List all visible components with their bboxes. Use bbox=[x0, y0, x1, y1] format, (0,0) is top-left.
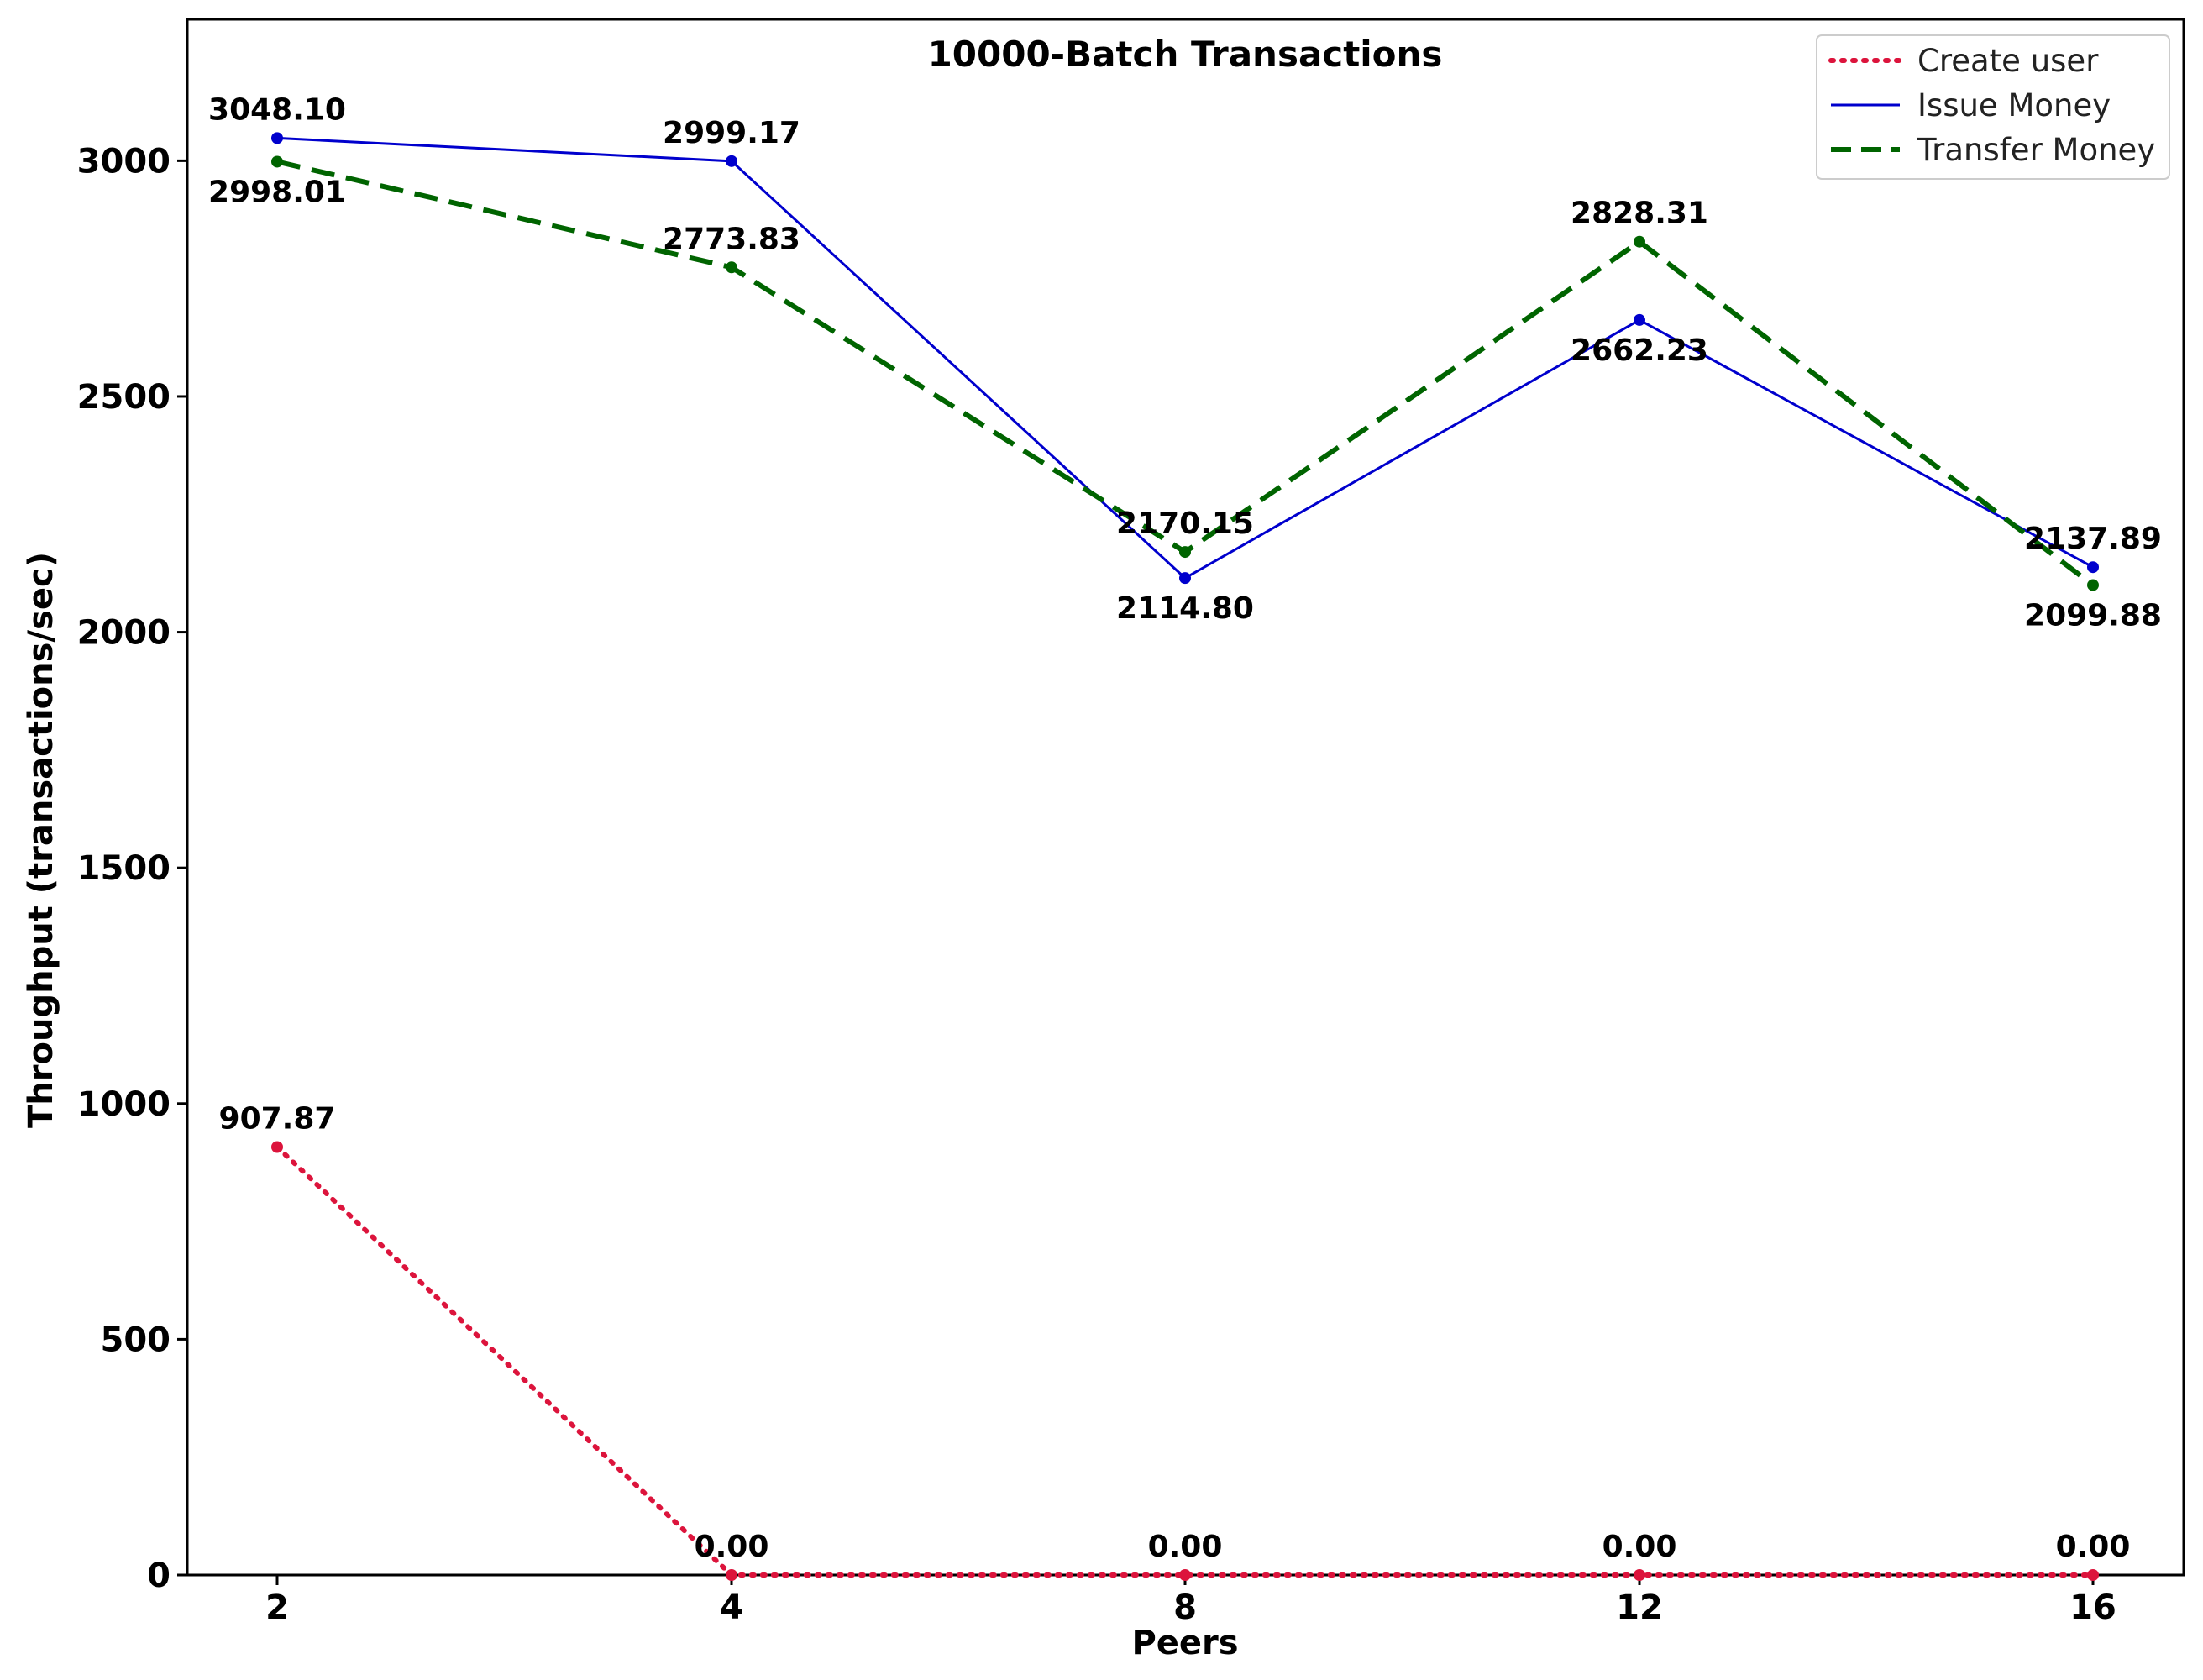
data-point-create-user bbox=[271, 1141, 283, 1153]
data-label-transfer-money: 2998.01 bbox=[208, 175, 346, 209]
x-tick-label: 12 bbox=[1616, 1588, 1663, 1627]
legend-label-transfer-money: Transfer Money bbox=[1917, 132, 2155, 168]
y-tick-label: 2500 bbox=[77, 378, 170, 417]
y-tick-label: 3000 bbox=[77, 142, 170, 181]
data-point-transfer-money bbox=[1634, 235, 1645, 248]
data-label-transfer-money: 2099.88 bbox=[2024, 599, 2162, 633]
plot-area bbox=[186, 18, 2185, 1577]
data-label-create-user: 907.87 bbox=[219, 1101, 336, 1136]
legend-label-issue-money: Issue Money bbox=[1917, 87, 2111, 123]
data-point-issue-money bbox=[271, 132, 283, 144]
data-point-create-user bbox=[1634, 1569, 1645, 1581]
x-axis-ticks: 2 4 8 12 16 bbox=[265, 1575, 2116, 1627]
y-tick-label: 1000 bbox=[77, 1085, 170, 1124]
y-axis-title: Throughput (transactions/sec) bbox=[22, 552, 60, 1128]
data-label-create-user: 0.00 bbox=[695, 1530, 769, 1564]
data-label-issue-money: 2137.89 bbox=[2024, 522, 2162, 556]
data-label-create-user: 0.00 bbox=[1602, 1530, 1677, 1564]
data-label-issue-money: 2999.17 bbox=[663, 116, 800, 150]
data-point-issue-money bbox=[1179, 572, 1191, 585]
x-tick-label: 8 bbox=[1173, 1588, 1197, 1627]
data-point-transfer-money bbox=[2087, 579, 2099, 591]
data-label-create-user: 0.00 bbox=[1148, 1530, 1223, 1564]
data-point-issue-money bbox=[726, 155, 737, 167]
series-points bbox=[271, 132, 2099, 1581]
legend-label-create-user: Create user bbox=[1917, 43, 2099, 79]
legend-box bbox=[1816, 34, 2170, 180]
data-point-issue-money bbox=[1634, 313, 1645, 326]
y-tick-label: 1500 bbox=[77, 849, 170, 888]
data-point-create-user bbox=[2087, 1569, 2099, 1581]
data-label-transfer-money: 2773.83 bbox=[663, 222, 800, 256]
x-tick-label: 2 bbox=[265, 1588, 289, 1627]
x-tick-label: 4 bbox=[720, 1588, 743, 1627]
data-label-create-user: 0.00 bbox=[2056, 1530, 2131, 1564]
y-tick-label: 0 bbox=[147, 1557, 170, 1595]
y-tick-label: 2000 bbox=[77, 614, 170, 653]
x-axis-title: Peers bbox=[1131, 1624, 1238, 1662]
y-tick-label: 500 bbox=[101, 1320, 171, 1359]
data-labels: 907.87 0.00 0.00 0.00 0.00 3048.10 2999.17 2114… bbox=[208, 92, 2162, 1564]
data-label-issue-money: 2662.23 bbox=[1571, 333, 1708, 368]
legend: Create user Issue Money Transfer Money bbox=[1816, 34, 2170, 180]
x-tick-label: 16 bbox=[2069, 1588, 2116, 1627]
series-line-create-user bbox=[275, 1144, 2095, 1578]
data-point-issue-money bbox=[2087, 561, 2099, 574]
y-axis-ticks: 0 500 1000 1500 2000 2500 3000 bbox=[77, 142, 187, 1595]
data-point-transfer-money bbox=[1179, 546, 1191, 559]
data-label-transfer-money: 2170.15 bbox=[1116, 507, 1254, 541]
data-label-issue-money: 2114.80 bbox=[1116, 591, 1254, 626]
chart-title: 10000-Batch Transactions bbox=[928, 34, 1443, 75]
data-point-create-user bbox=[1179, 1569, 1191, 1581]
data-point-transfer-money bbox=[726, 261, 737, 274]
data-label-issue-money: 3048.10 bbox=[208, 92, 346, 127]
data-label-transfer-money: 2828.31 bbox=[1571, 197, 1708, 231]
data-point-transfer-money bbox=[271, 155, 283, 168]
data-point-create-user bbox=[726, 1569, 737, 1581]
